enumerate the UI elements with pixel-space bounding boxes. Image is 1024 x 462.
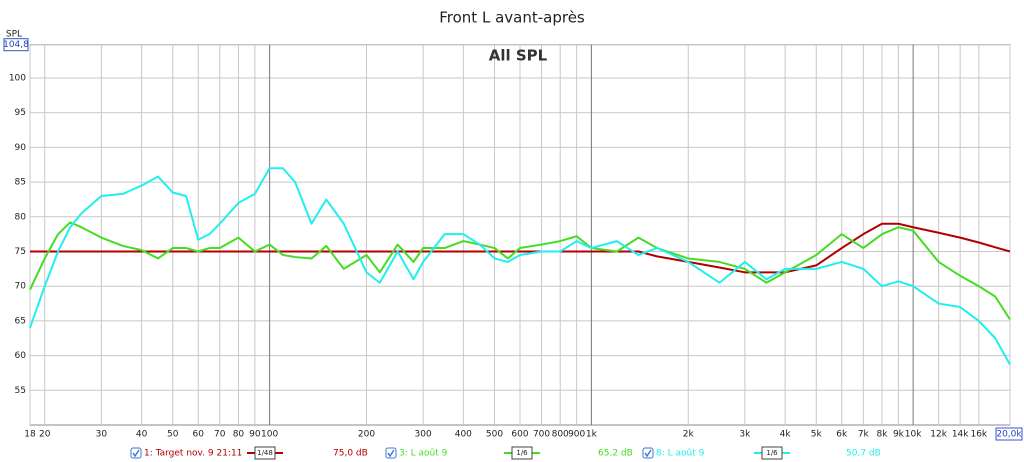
smoothing-box[interactable] xyxy=(254,446,276,460)
x-tick-label: 400 xyxy=(455,430,472,440)
x-tick-label: 30 xyxy=(96,430,108,440)
x-tick-label: 18 xyxy=(24,430,36,440)
x-tick-label: 200 xyxy=(358,430,375,440)
tick-box xyxy=(995,427,1023,441)
legend-label: 1: Target nov. 9 21:11 xyxy=(144,449,242,459)
legend-checkbox[interactable] xyxy=(385,447,397,459)
x-tick-label: 10k xyxy=(905,430,922,440)
y-tick-label: 70 xyxy=(15,282,27,292)
y-tick-label: 80 xyxy=(15,212,27,222)
x-tick-label: 1k xyxy=(586,430,598,440)
x-tick-label: 60 xyxy=(193,430,205,440)
smoothing-label: 1/48 xyxy=(257,449,273,457)
y-axis-label: SPL xyxy=(6,30,22,40)
chart-subtitle: All SPL xyxy=(489,47,548,65)
smoothing-box[interactable] xyxy=(761,446,783,460)
series-line xyxy=(29,221,1011,321)
y-tick-label: 100 xyxy=(9,74,26,84)
y-tick-label: 60 xyxy=(15,351,27,361)
y-tick-label: 104,8 xyxy=(3,40,29,50)
legend-label: 8: L août 9 xyxy=(656,449,705,459)
checkmark xyxy=(132,449,140,458)
y-tick-label: 65 xyxy=(15,316,26,326)
x-tick-label: 50 xyxy=(167,430,179,440)
smoothing-label: 1/6 xyxy=(766,449,778,457)
x-tick-label: 4k xyxy=(780,430,792,440)
legend-readout: 50,7 dB xyxy=(846,449,881,459)
smoothing-label: 1/6 xyxy=(516,449,528,457)
chart-title: Front L avant-après xyxy=(439,9,585,27)
x-tick-label: 500 xyxy=(486,430,503,440)
y-tick-label: 55 xyxy=(15,386,26,396)
y-tick-label: 95 xyxy=(15,108,26,118)
x-tick-label: 100 xyxy=(261,430,278,440)
x-tick-label: 14k xyxy=(952,430,969,440)
legend-checkbox[interactable] xyxy=(130,447,142,459)
series-line xyxy=(29,167,1011,366)
x-tick-label: 800 xyxy=(552,430,569,440)
x-tick-label: 3k xyxy=(739,430,751,440)
x-tick-label: 6k xyxy=(836,430,848,440)
x-tick-label: 16k xyxy=(970,430,987,440)
x-tick-label: 700 xyxy=(533,430,550,440)
tick-box xyxy=(3,38,29,52)
x-tick-label: 300 xyxy=(415,430,432,440)
x-tick-label: 20 xyxy=(39,430,51,440)
checkmark xyxy=(644,449,652,458)
x-tick-label: 7k xyxy=(858,430,870,440)
x-tick-label: 12k xyxy=(930,430,947,440)
y-tick-label: 75 xyxy=(15,247,26,257)
x-tick-label: 5k xyxy=(811,430,823,440)
legend-readout: 75,0 dB xyxy=(333,449,368,459)
x-tick-label: 90 xyxy=(249,430,261,440)
x-tick-label: 20,0k xyxy=(996,430,1022,440)
x-tick-label: 70 xyxy=(214,430,226,440)
legend-checkbox[interactable] xyxy=(642,447,654,459)
smoothing-box[interactable] xyxy=(511,446,533,460)
y-tick-label: 90 xyxy=(15,143,27,153)
legend-label: 3: L août 9 xyxy=(399,449,448,459)
x-tick-label: 40 xyxy=(136,430,148,440)
series-line xyxy=(30,222,1011,274)
x-tick-label: 80 xyxy=(233,430,245,440)
x-tick-label: 2k xyxy=(683,430,695,440)
x-tick-label: 9k xyxy=(893,430,905,440)
x-tick-label: 900 xyxy=(568,430,585,440)
y-tick-label: 85 xyxy=(15,178,26,188)
checkmark xyxy=(387,449,395,458)
x-tick-label: 600 xyxy=(511,430,528,440)
x-tick-label: 8k xyxy=(876,430,888,440)
legend-readout: 65,2 dB xyxy=(598,449,633,459)
